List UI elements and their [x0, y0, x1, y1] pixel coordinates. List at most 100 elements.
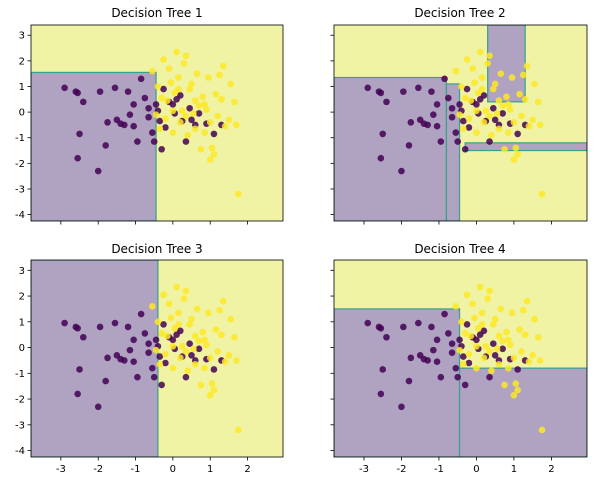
point-class-1 [486, 112, 493, 120]
point-class-0 [130, 101, 137, 108]
point-class-1 [219, 297, 227, 305]
point-class-0 [463, 85, 471, 93]
point-class-1 [516, 90, 523, 98]
point-class-1 [469, 65, 476, 72]
point-class-1 [212, 90, 220, 98]
y-tick-label: 3 [19, 31, 25, 42]
point-class-1 [476, 283, 484, 291]
point-class-1 [180, 295, 188, 302]
y-tick-label: 2 [19, 292, 25, 303]
point-class-1 [531, 80, 538, 88]
point-class-1 [512, 380, 520, 387]
subplot-1: Decision Tree 1 3 2 1 0 -1 -2 -3 -4 [15, 6, 284, 225]
point-class-1 [193, 70, 201, 77]
point-class-1 [212, 326, 220, 333]
point-class-0 [169, 101, 177, 108]
point-class-0 [182, 138, 190, 145]
point-class-0 [130, 358, 137, 366]
point-class-1 [521, 331, 529, 338]
point-class-0 [79, 98, 87, 106]
point-class-0 [177, 327, 184, 335]
x-tick-label: 2 [548, 464, 554, 475]
point-class-0 [445, 94, 452, 102]
point-class-0 [104, 119, 111, 126]
point-class-0 [405, 142, 413, 149]
point-class-0 [152, 336, 160, 344]
point-class-1 [456, 346, 463, 354]
point-class-0 [377, 154, 385, 162]
point-class-0 [94, 403, 102, 411]
region-class-0 [464, 142, 587, 152]
point-class-0 [499, 345, 506, 353]
point-class-1 [521, 96, 529, 103]
point-class-1 [482, 342, 490, 350]
point-class-1 [227, 80, 235, 88]
point-class-0 [74, 89, 81, 97]
point-class-0 [152, 101, 160, 108]
point-class-1 [169, 342, 177, 350]
point-class-0 [433, 122, 441, 130]
point-class-1 [182, 112, 190, 120]
y-tick-label: 0 [19, 343, 25, 354]
point-class-1 [199, 93, 207, 101]
point-class-1 [188, 315, 195, 323]
point-class-1 [452, 303, 460, 310]
point-class-1 [162, 115, 169, 122]
point-class-1 [234, 190, 242, 198]
point-class-1 [173, 48, 180, 56]
point-class-0 [141, 330, 149, 337]
point-class-1 [463, 291, 471, 299]
point-class-1 [460, 125, 467, 133]
point-class-1 [458, 83, 465, 90]
region-class-0 [334, 308, 461, 457]
point-class-0 [124, 323, 132, 331]
point-class-0 [169, 336, 177, 344]
point-class-0 [188, 116, 195, 124]
point-class-1 [186, 85, 193, 93]
point-class-1 [510, 156, 518, 163]
point-class-1 [218, 96, 225, 103]
point-class-0 [456, 101, 463, 108]
point-class-1 [512, 144, 520, 152]
point-class-1 [497, 70, 505, 77]
point-class-1 [506, 341, 514, 349]
point-class-0 [398, 403, 405, 411]
x-tick-label: 1 [511, 464, 517, 475]
point-class-0 [160, 321, 167, 328]
y-tick-label: -1 [15, 369, 25, 380]
point-class-1 [167, 314, 175, 322]
point-class-0 [186, 340, 193, 347]
point-class-0 [121, 121, 128, 129]
point-class-0 [400, 323, 407, 331]
point-class-1 [175, 85, 182, 93]
point-class-1 [463, 56, 471, 63]
point-class-1 [231, 98, 238, 106]
point-class-0 [158, 381, 165, 389]
point-class-1 [499, 337, 506, 345]
point-class-1 [529, 351, 536, 359]
point-class-0 [428, 323, 435, 331]
point-class-1 [488, 131, 495, 139]
point-class-1 [201, 336, 208, 344]
point-class-1 [478, 309, 486, 317]
point-class-0 [452, 364, 460, 372]
point-class-1 [190, 345, 197, 353]
point-class-1 [516, 326, 523, 333]
point-class-1 [206, 119, 214, 126]
point-class-1 [469, 300, 476, 308]
point-class-1 [186, 321, 193, 328]
point-class-1 [473, 107, 480, 115]
point-class-1 [534, 98, 542, 106]
x-tick-label: 0 [170, 464, 176, 475]
point-class-1 [191, 332, 199, 340]
point-class-0 [188, 351, 195, 359]
point-class-1 [473, 129, 480, 136]
point-class-1 [197, 381, 205, 389]
point-class-1 [478, 85, 486, 93]
point-class-1 [504, 336, 512, 344]
y-tick-label: -4 [15, 446, 25, 457]
point-class-0 [134, 138, 141, 145]
point-class-0 [461, 145, 469, 153]
point-class-0 [102, 142, 109, 149]
point-class-0 [377, 324, 385, 332]
